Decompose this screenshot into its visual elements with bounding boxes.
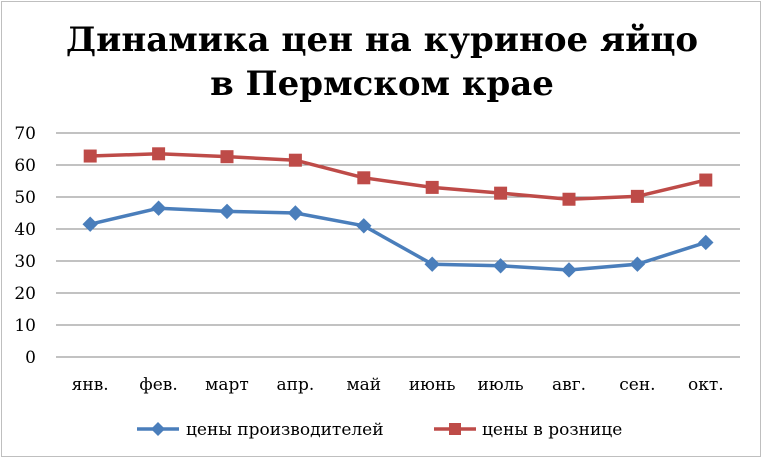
legend-label-1: цены в рознице <box>482 420 622 440</box>
data-point-square <box>288 153 302 167</box>
y-tick-label: 20 <box>14 284 36 304</box>
y-tick-label: 0 <box>25 348 36 368</box>
x-tick-label: янв. <box>72 375 109 395</box>
x-tick-label: авг. <box>552 375 586 395</box>
x-tick-label: май <box>346 375 381 395</box>
data-point-square <box>630 189 644 203</box>
data-point-square <box>425 180 439 194</box>
chart-title-line1: Динамика цен на куриное яйцо <box>65 20 699 60</box>
data-point-diamond <box>356 218 372 234</box>
x-tick-label: окт. <box>688 375 724 395</box>
data-point-diamond <box>82 216 98 232</box>
legend-marker-square <box>449 423 461 435</box>
data-point-diamond <box>424 256 440 272</box>
data-point-diamond <box>698 234 714 251</box>
data-point-square <box>562 192 576 206</box>
y-tick-label: 40 <box>14 220 36 240</box>
chart-title: Динамика цен на куриное яйцо в Пермском … <box>0 18 764 106</box>
data-point-diamond <box>150 200 167 216</box>
y-tick-label: 10 <box>14 316 36 336</box>
x-tick-label: сен. <box>619 375 655 395</box>
data-point-diamond <box>219 203 235 220</box>
x-tick-label: март <box>205 375 249 395</box>
data-point-square <box>83 149 97 163</box>
x-tick-label: июль <box>478 375 524 395</box>
y-tick-label: 50 <box>14 188 36 208</box>
data-point-diamond <box>561 262 577 278</box>
chart-title-line2: в Пермском крае <box>210 64 554 104</box>
series-line-1 <box>90 152 707 201</box>
data-point-square <box>494 186 508 200</box>
x-tick-label: июнь <box>409 375 456 395</box>
data-point-square <box>699 173 713 187</box>
data-point-diamond <box>492 258 509 274</box>
x-tick-label: фев. <box>139 375 177 395</box>
legend-marker-diamond <box>151 422 165 436</box>
y-tick-label: 60 <box>14 156 36 176</box>
data-point-diamond <box>287 205 304 221</box>
data-point-square <box>152 147 166 161</box>
data-point-diamond <box>629 256 646 272</box>
series-line-0 <box>89 206 707 272</box>
x-tick-label: апр. <box>277 375 315 395</box>
y-tick-label: 70 <box>14 124 36 144</box>
data-point-square <box>357 171 371 185</box>
y-tick-label: 30 <box>14 252 36 272</box>
data-point-square <box>220 150 234 164</box>
legend-label-0: цены производителей <box>186 420 384 440</box>
